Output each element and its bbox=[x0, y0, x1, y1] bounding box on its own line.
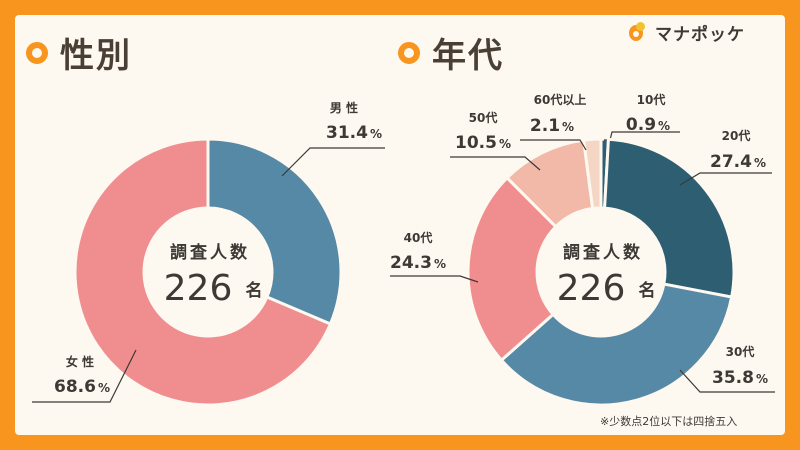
age-slice-value-4: 10.5% bbox=[455, 133, 511, 153]
pocket-logo-icon bbox=[627, 21, 649, 44]
gender-heading: 性別 bbox=[26, 28, 132, 77]
survey-count-unit: 名 bbox=[639, 280, 656, 301]
brand-name: マナポッケ bbox=[655, 25, 745, 45]
gender-slice-label-1: 女 性 bbox=[66, 354, 94, 369]
age-leader-line-4 bbox=[450, 156, 541, 171]
gender-slice-label-0: 男 性 bbox=[330, 100, 358, 115]
gender-leader-line-1 bbox=[32, 349, 137, 403]
ring-bullet-icon bbox=[398, 41, 420, 64]
age-slice-1 bbox=[602, 137, 736, 299]
age-slice-5 bbox=[581, 137, 603, 211]
gender-chart-title: 性別 bbox=[60, 36, 132, 76]
age-chart-title: 年代 bbox=[432, 36, 504, 76]
gender-slice-value-0: 31.4% bbox=[326, 123, 382, 143]
age-slice-label-5: 60代以上 bbox=[534, 92, 587, 107]
gender-slice-1 bbox=[73, 137, 333, 407]
survey-count-title: 調査人数 bbox=[170, 242, 250, 263]
gender-slice-0 bbox=[206, 137, 343, 327]
age-leader-line-2 bbox=[679, 369, 775, 393]
survey-count-title: 調査人数 bbox=[563, 242, 643, 263]
brand-logo: マナポッケ bbox=[627, 20, 745, 45]
ring-bullet-icon bbox=[26, 41, 48, 64]
age-slice-3 bbox=[466, 175, 558, 363]
rounding-footnote: ※少数点2位以下は四捨五入 bbox=[600, 415, 738, 428]
age-leader-line-3 bbox=[390, 275, 479, 283]
age-slice-value-1: 27.4% bbox=[710, 152, 766, 172]
age-slice-label-1: 20代 bbox=[722, 128, 751, 143]
gender-leader-line-0 bbox=[281, 147, 385, 177]
age-slice-label-2: 30代 bbox=[726, 344, 755, 359]
age-heading: 年代 bbox=[398, 28, 504, 77]
age-slice-value-0: 0.9% bbox=[626, 115, 670, 135]
gender-donut-chart: 男 性 31.4 % 女 性 68.6 % 調査人数 226 名 bbox=[32, 100, 385, 407]
age-leader-line-5 bbox=[520, 139, 587, 151]
age-slice-2 bbox=[499, 282, 734, 407]
age-slice-label-4: 50代 bbox=[469, 110, 498, 125]
survey-count-number: 226 bbox=[164, 268, 233, 309]
survey-count-unit: 名 bbox=[246, 280, 263, 301]
survey-count-number: 226 bbox=[557, 268, 626, 309]
age-slice-value-5: 2.1% bbox=[530, 116, 574, 136]
age-slice-label-3: 40代 bbox=[404, 230, 433, 245]
age-slice-value-3: 24.3% bbox=[390, 253, 446, 273]
age-slice-label-0: 10代 bbox=[637, 92, 666, 107]
age-donut-chart: 10代 0.9 % 20代 27.4 % 30代 35.8 % 40代 24.3 % 50代 10.5 % 6… bbox=[390, 92, 775, 407]
age-slice-value-2: 35.8% bbox=[712, 368, 768, 388]
age-leader-line-1 bbox=[679, 172, 772, 186]
gender-slice-value-1: 68.6% bbox=[54, 377, 110, 397]
